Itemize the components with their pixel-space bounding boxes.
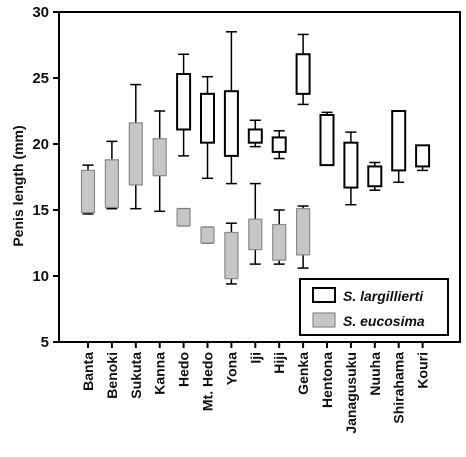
y-axis: 5 10 15 20 25 30 — [32, 4, 59, 351]
box-iqr — [224, 231, 239, 280]
y-tick-label: 25 — [32, 70, 49, 87]
box-iqr — [247, 128, 263, 144]
x-tick-label: Sukuta — [128, 352, 144, 399]
box-eucosima — [80, 164, 96, 215]
x-tick-label: Iji — [247, 352, 263, 364]
x-tick-label: Kanna — [152, 352, 168, 395]
box-eucosima — [176, 207, 191, 227]
box-iqr — [343, 141, 359, 189]
y-tick-label: 20 — [32, 136, 49, 153]
box-eucosima — [152, 110, 167, 213]
boxes-layer — [80, 31, 431, 285]
box-largillierti — [223, 31, 239, 185]
x-tick-label: Kouri — [415, 352, 431, 389]
box-largillierti — [200, 75, 215, 180]
box-eucosima — [104, 140, 120, 210]
box-iqr — [415, 144, 431, 168]
y-tick-label: 5 — [41, 334, 49, 351]
plot-area — [58, 11, 461, 343]
box-eucosima — [272, 209, 287, 265]
legend-swatch — [312, 312, 336, 328]
box-iqr — [200, 226, 215, 244]
box-iqr — [271, 136, 287, 153]
box-largillierti — [271, 130, 287, 160]
box-eucosima — [200, 226, 215, 244]
box-iqr — [128, 122, 143, 186]
x-tick-label: Janagusuku — [343, 352, 359, 434]
box-iqr — [176, 73, 192, 131]
box-eucosima — [248, 182, 263, 265]
x-axis: Banta Benoki Sukuta Kanna Hedo Mt. Hedo Yona Ij… — [80, 342, 431, 434]
x-tick-label: Nuuha — [367, 352, 383, 396]
y-tick-label: 10 — [32, 268, 49, 285]
box-iqr — [223, 90, 239, 157]
x-tick-label: Shirahama — [391, 352, 407, 424]
x-tick-label: Banta — [80, 352, 96, 391]
legend-label: S. largillierti — [343, 288, 424, 304]
box-iqr — [272, 223, 287, 261]
box-iqr — [176, 208, 191, 227]
box-largillierti — [343, 131, 359, 206]
box-iqr — [319, 113, 335, 167]
box-iqr — [295, 53, 311, 95]
x-tick-label: Mt. Hedo — [200, 352, 216, 411]
box-iqr — [104, 159, 120, 208]
x-tick-label: Genka — [295, 352, 311, 395]
box-largillierti — [176, 53, 192, 157]
box-iqr — [200, 92, 215, 144]
box-eucosima — [296, 205, 311, 269]
box-largillierti — [391, 110, 407, 184]
box-largillierti — [415, 144, 431, 172]
y-tick-label: 15 — [32, 202, 49, 219]
box-largillierti — [247, 119, 263, 148]
x-tick-label: Benoki — [104, 352, 120, 399]
y-tick-label: 30 — [32, 4, 49, 21]
box-iqr — [80, 169, 96, 214]
box-eucosima — [224, 222, 239, 285]
box-largillierti — [367, 161, 383, 191]
legend-swatch — [312, 287, 336, 303]
box-iqr — [152, 138, 167, 177]
box-iqr — [248, 218, 263, 251]
box-iqr — [391, 110, 407, 172]
box-iqr — [367, 165, 383, 188]
x-tick-label: Hiji — [271, 352, 287, 374]
legend-label: S. eucosima — [343, 313, 425, 329]
box-iqr — [296, 208, 311, 256]
box-eucosima — [128, 83, 143, 210]
plot-border — [58, 11, 461, 343]
x-tick-label: Hedo — [176, 352, 192, 387]
y-axis-title: Penis length (mm) — [10, 125, 26, 246]
box-largillierti — [319, 111, 335, 167]
box-largillierti — [295, 33, 311, 106]
x-tick-label: Yona — [223, 352, 239, 385]
x-tick-label: Hentona — [319, 352, 335, 408]
legend: S. largillierti S. eucosima — [299, 278, 449, 336]
